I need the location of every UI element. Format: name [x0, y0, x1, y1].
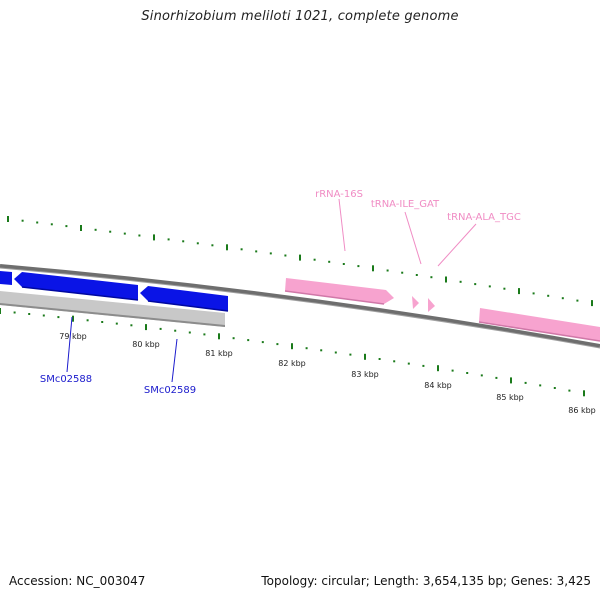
kbp-labels: 79 kbp 80 kbp 81 kbp 82 kbp 83 kbp 84 kb… — [59, 332, 596, 415]
rna-label-rrna-16s[interactable]: rRNA-16S — [315, 189, 363, 200]
leader-line-rrna-16s — [338, 198, 346, 252]
lower-tick-track — [0, 308, 585, 397]
cds-arrow-smc02588 — [14, 272, 138, 300]
cds-features — [0, 271, 229, 312]
map-title: Sinorhizobium meliloti 1021, complete ge… — [141, 9, 459, 24]
leader-line-smc02588 — [66, 316, 73, 373]
kbp-label-83: 83 kbp — [351, 370, 379, 379]
kbp-label-85: 85 kbp — [496, 393, 524, 402]
trna-ile-arrow — [412, 296, 419, 309]
kbp-label-84: 84 kbp — [424, 381, 452, 390]
gene-label-smc02589[interactable]: SMc02589 — [144, 385, 196, 396]
genome-backbone-shadow — [0, 267, 600, 349]
genome-info-label: Topology: circular; Length: 3,654,135 bp… — [261, 574, 591, 588]
leader-line-trna-ala — [437, 223, 477, 267]
upper-tick-track — [7, 216, 593, 307]
rna-labels: rRNA-16S tRNA-ILE_GAT tRNA-ALA_TGC — [315, 189, 521, 267]
rna-features — [284, 278, 600, 342]
kbp-label-79: 79 kbp — [59, 332, 87, 341]
rna-label-trna-ala-tgc[interactable]: tRNA-ALA_TGC — [447, 212, 521, 223]
accession-label: Accession: NC_003047 — [9, 574, 146, 588]
gene-label-smc02588[interactable]: SMc02588 — [40, 374, 92, 385]
genome-backbone — [0, 264, 600, 348]
rrna-right-arrow — [479, 308, 600, 341]
kbp-label-86: 86 kbp — [568, 406, 596, 415]
gray-feature-track — [0, 291, 225, 327]
rrna-16s-arrow — [285, 278, 394, 304]
leader-line-trna-ile — [404, 211, 422, 265]
cds-arrow-left-edge — [0, 271, 12, 285]
kbp-label-80: 80 kbp — [132, 340, 160, 349]
cds-arrow-smc02589 — [140, 286, 228, 311]
trna-ala-arrow — [428, 298, 435, 312]
leader-line-smc02589 — [171, 338, 178, 383]
kbp-label-82: 82 kbp — [278, 359, 306, 368]
kbp-label-81: 81 kbp — [205, 349, 233, 358]
rna-label-trna-ile-gat[interactable]: tRNA-ILE_GAT — [371, 199, 440, 210]
gene-labels: SMc02588 SMc02589 — [40, 316, 196, 396]
